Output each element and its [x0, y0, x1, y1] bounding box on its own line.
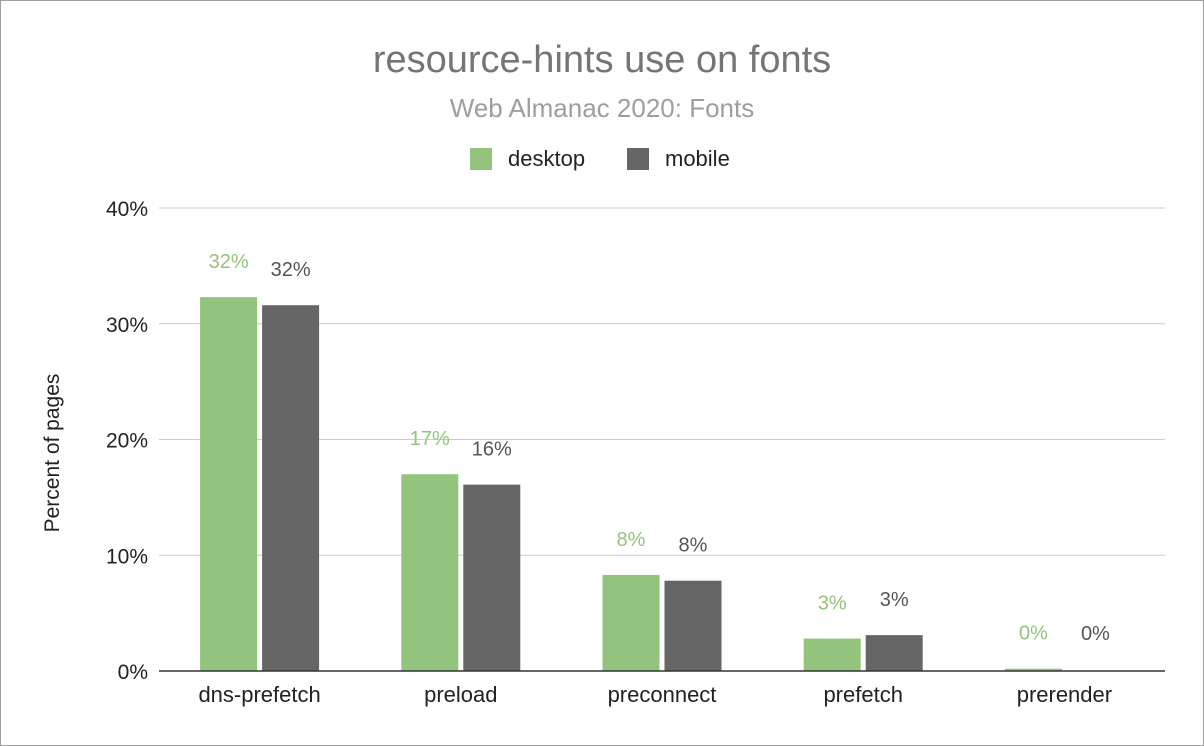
- bar-desktop-dns-prefetch: [200, 297, 258, 671]
- legend-label-desktop: desktop: [508, 146, 585, 171]
- bar-desktop-preload: [401, 474, 459, 671]
- x-tick-label: prefetch: [823, 682, 903, 707]
- chart-subtitle: Web Almanac 2020: Fonts: [450, 93, 754, 123]
- bar-mobile-preload: [463, 484, 521, 671]
- bar-desktop-preconnect: [602, 574, 660, 671]
- data-label-mobile-dns-prefetch: 32%: [271, 259, 311, 281]
- data-label-mobile-prerender: 0%: [1081, 623, 1110, 645]
- bar-mobile-dns-prefetch: [262, 305, 320, 671]
- bar-mobile-prefetch: [865, 635, 923, 671]
- data-label-desktop-prefetch: 3%: [818, 593, 847, 615]
- x-axis-categories: dns-prefetch preload preconnect prefetch pre…: [198, 682, 1112, 707]
- y-tick-label: 0%: [118, 661, 148, 684]
- legend-swatch-desktop: [470, 148, 492, 170]
- chart-title: resource-hints use on fonts: [373, 39, 831, 81]
- bars: [200, 297, 1062, 671]
- y-axis-ticks: 0% 10% 20% 30% 40%: [106, 198, 148, 684]
- bar-mobile-preconnect: [664, 580, 722, 671]
- y-tick-label: 40%: [106, 198, 148, 221]
- data-labels: 32% 32% 17% 16% 8% 8% 3% 3% 0% 0%: [209, 251, 1110, 645]
- data-label-desktop-preload: 17%: [410, 428, 450, 450]
- y-tick-label: 20%: [106, 430, 148, 453]
- data-label-mobile-preconnect: 8%: [679, 535, 708, 557]
- gridlines: [159, 207, 1165, 556]
- legend-swatch-mobile: [627, 148, 649, 170]
- data-label-mobile-prefetch: 3%: [880, 589, 909, 611]
- x-tick-label: prerender: [1017, 682, 1112, 707]
- x-tick-label: dns-prefetch: [198, 682, 320, 707]
- bar-desktop-prerender: [1004, 668, 1062, 671]
- data-label-desktop-dns-prefetch: 32%: [209, 251, 249, 273]
- y-tick-label: 30%: [106, 314, 148, 337]
- bar-desktop-prefetch: [803, 638, 861, 671]
- data-label-desktop-preconnect: 8%: [617, 529, 646, 551]
- legend-label-mobile: mobile: [665, 146, 730, 171]
- y-axis-label: Percent of pages: [41, 374, 64, 533]
- data-label-mobile-preload: 16%: [472, 439, 512, 461]
- y-tick-label: 10%: [106, 545, 148, 568]
- x-tick-label: preconnect: [608, 682, 717, 707]
- x-tick-label: preload: [424, 682, 497, 707]
- data-label-desktop-prerender: 0%: [1019, 623, 1048, 645]
- legend: desktop mobile: [470, 146, 730, 171]
